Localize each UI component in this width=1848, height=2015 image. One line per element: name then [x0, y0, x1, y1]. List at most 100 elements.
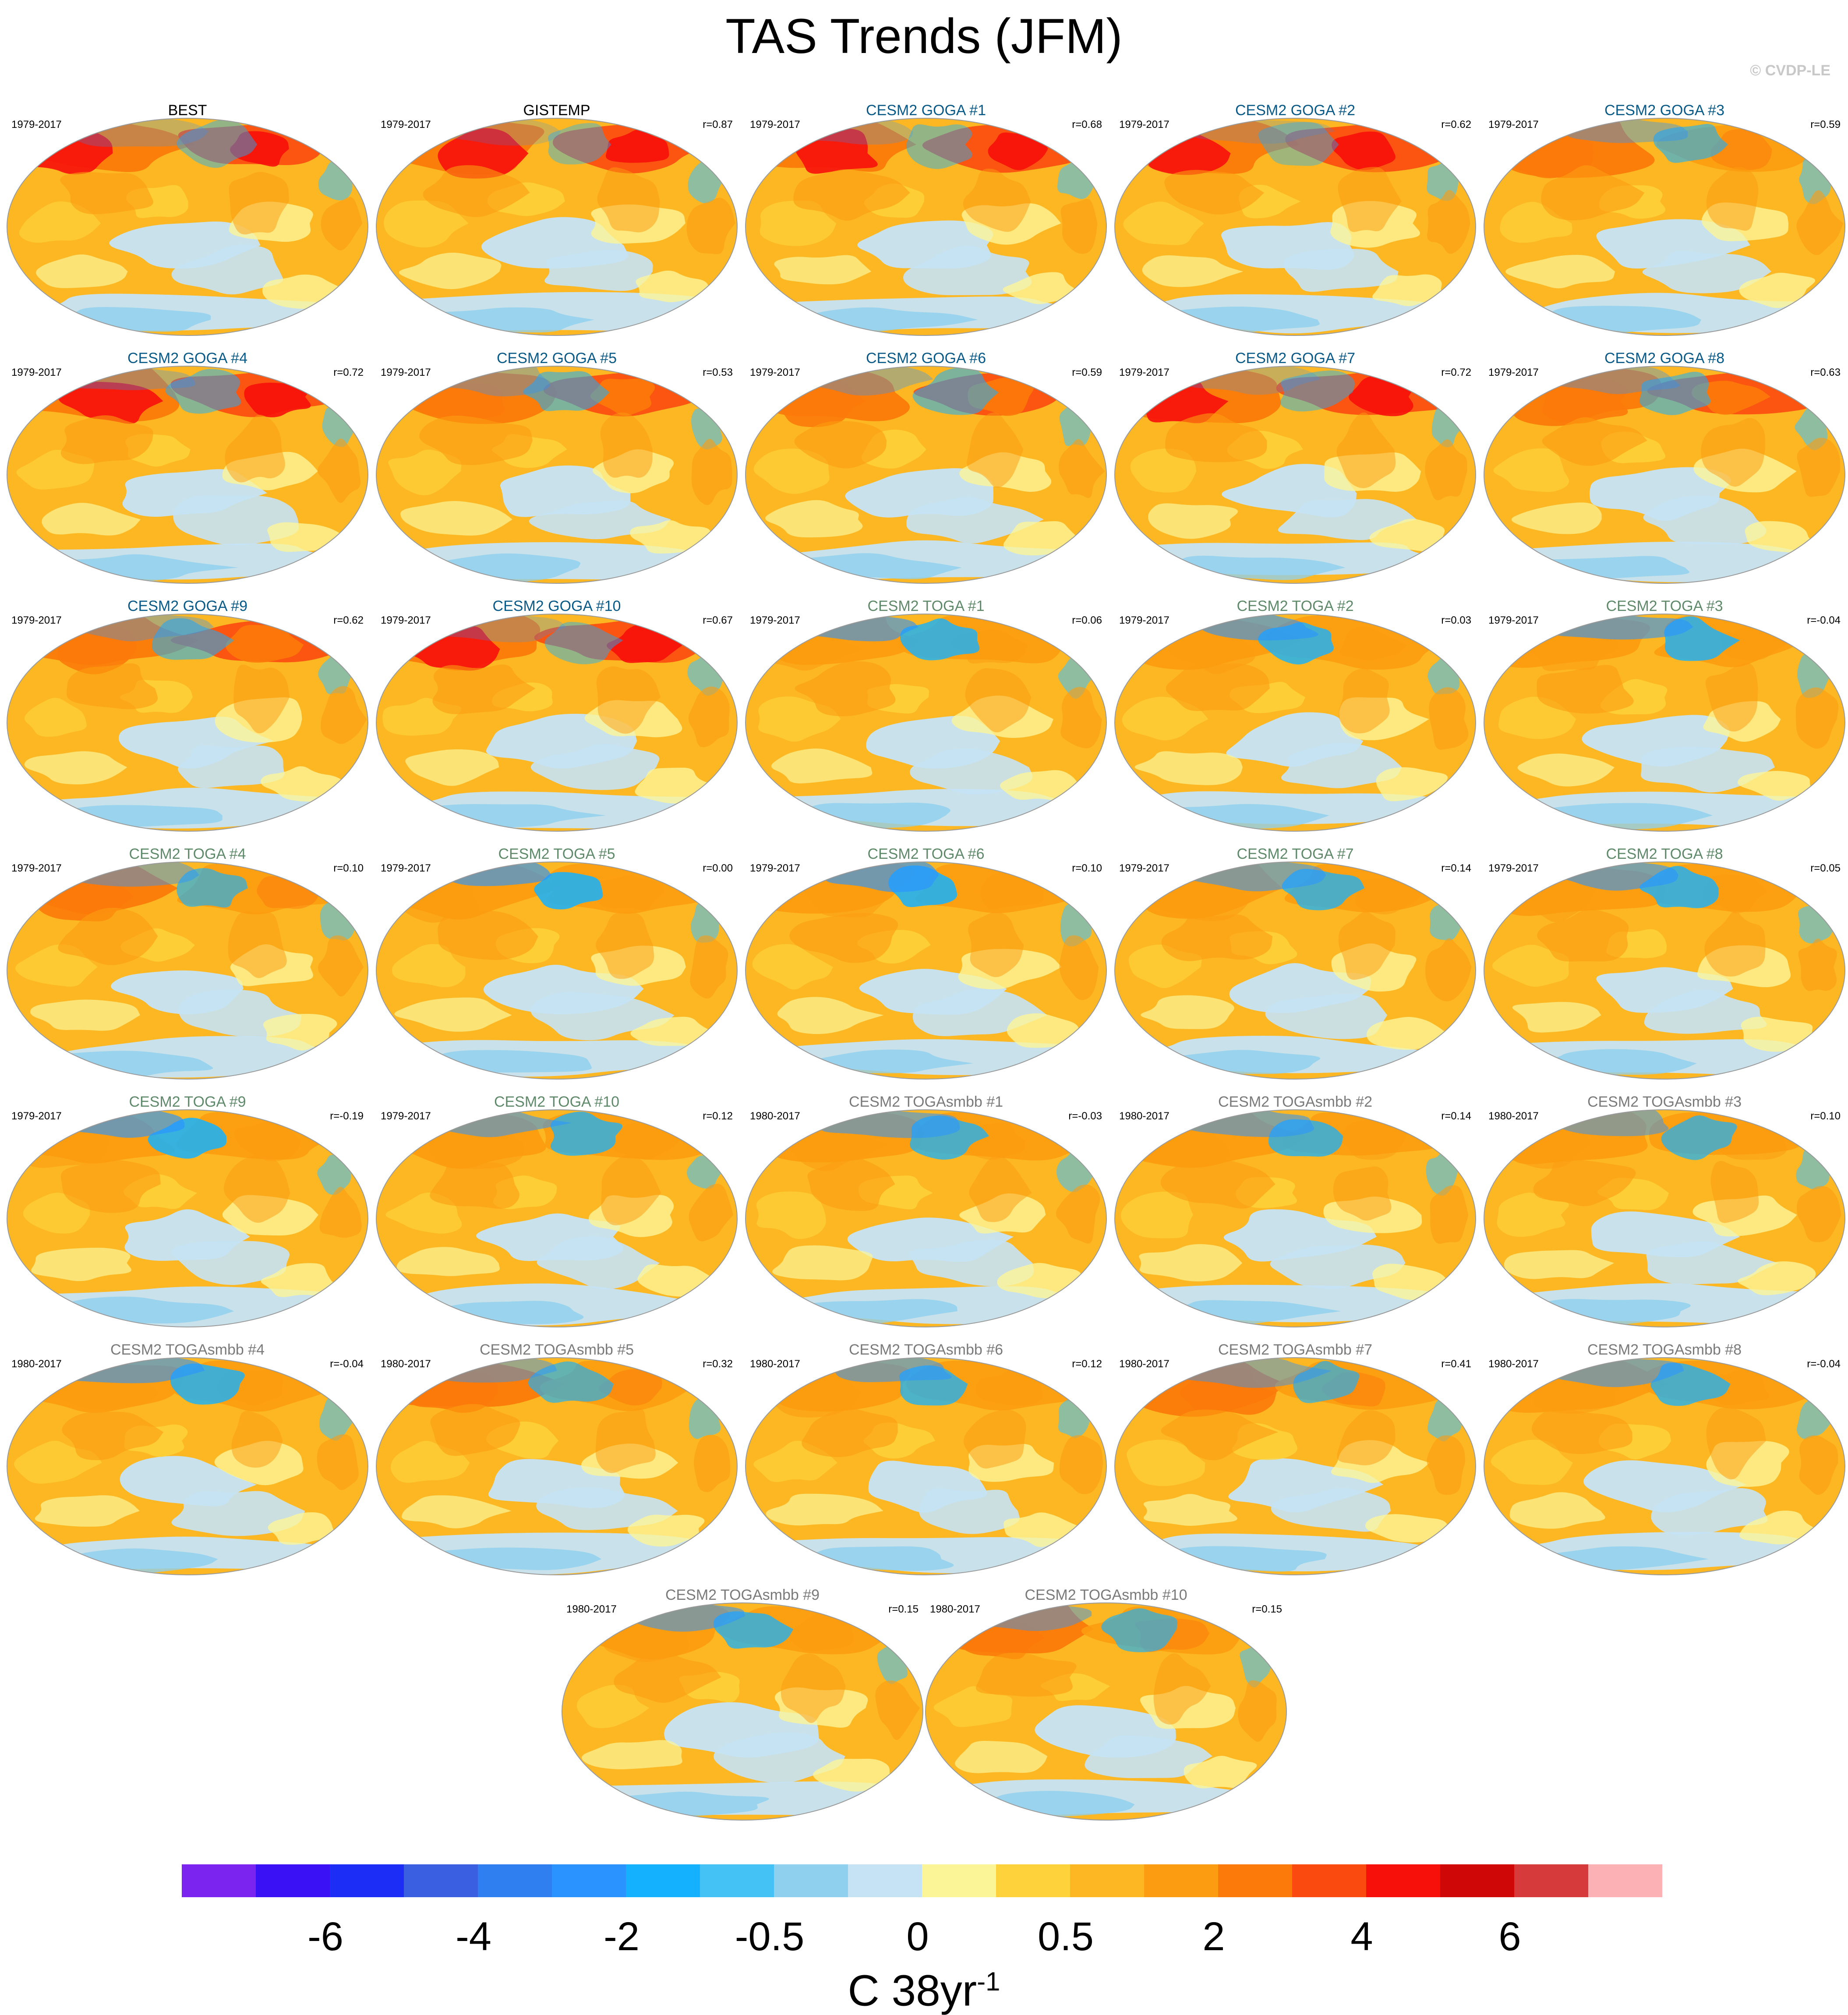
map-panel: CESM2 TOGAsmbb #9 1980-2017 r=0.15 — [558, 1586, 926, 1825]
trend-field-patch — [1517, 753, 1615, 787]
trend-field-patch — [544, 250, 653, 291]
trend-field-patch — [544, 622, 623, 664]
map-panel: CESM2 TOGA #6 1979-2017 r=0.10 — [742, 845, 1110, 1084]
map-panel: CESM2 GOGA #10 1979-2017 r=0.67 — [373, 597, 741, 836]
trend-field-patch — [1121, 1191, 1193, 1239]
trend-field-patch — [1639, 371, 1711, 415]
panel-years: 1979-2017 — [11, 614, 62, 626]
map-outline — [1484, 118, 1845, 336]
trend-field-patch — [177, 120, 258, 168]
trend-field-patch — [318, 935, 364, 997]
panel-correlation: r=0.68 — [1072, 119, 1102, 131]
trend-field-patch — [1338, 166, 1402, 232]
trend-field-patch — [903, 245, 1032, 296]
map-panel: CESM2 TOGAsmbb #10 1980-2017 r=0.15 — [922, 1586, 1290, 1825]
panel-title: CESM2 GOGA #10 — [492, 598, 621, 614]
panel-years: 1979-2017 — [1119, 119, 1170, 131]
trend-field-patch — [405, 749, 499, 786]
map-outline — [376, 1109, 738, 1327]
trend-field-patch — [438, 910, 538, 960]
trend-field-patch — [1143, 1494, 1237, 1526]
panel-years: 1980-2017 — [381, 1358, 431, 1370]
trend-map — [745, 614, 1107, 832]
trend-field-patch — [1653, 124, 1728, 163]
trend-field-patch — [1180, 1367, 1277, 1415]
panel-correlation: r=0.72 — [333, 367, 364, 378]
trend-field-patch — [35, 1495, 140, 1527]
trend-field-patch — [963, 1409, 1026, 1469]
trend-field-patch — [1161, 1409, 1278, 1461]
trend-field-patch — [752, 944, 833, 990]
trend-field-patch — [1493, 448, 1569, 492]
map-outline — [1484, 861, 1845, 1080]
trend-field-patch — [419, 862, 552, 886]
trend-map — [1484, 1109, 1845, 1327]
trend-field-patch — [780, 118, 913, 145]
trend-map — [745, 366, 1107, 584]
trend-field-patch — [919, 1488, 1020, 1534]
panel-correlation: r=-0.04 — [330, 1358, 364, 1370]
panel-correlation: r=0.59 — [1072, 367, 1102, 378]
panel-years: 1979-2017 — [11, 1110, 62, 1122]
panel-years: 1980-2017 — [11, 1358, 62, 1370]
trend-field-patch — [319, 1186, 362, 1238]
trend-field-patch — [523, 371, 610, 411]
trend-map — [1114, 366, 1476, 584]
trend-field-patch — [388, 449, 462, 496]
trend-field-patch — [582, 1740, 682, 1770]
panel-title: CESM2 TOGA #2 — [1237, 598, 1354, 614]
trend-field-patch — [62, 1412, 164, 1461]
trend-field-patch — [1376, 767, 1448, 801]
trend-field-patch — [1058, 439, 1105, 498]
trend-field-patch — [813, 1758, 890, 1792]
trend-field-patch — [534, 872, 603, 910]
trend-field-patch — [1127, 1440, 1205, 1486]
map-field — [1484, 366, 1845, 583]
panel-title: CESM2 TOGA #8 — [1606, 846, 1723, 862]
trend-map — [1114, 118, 1476, 336]
trend-field-patch — [1339, 626, 1407, 660]
trend-field-patch — [423, 165, 530, 217]
trend-field-patch — [1340, 1120, 1407, 1160]
trend-field-patch — [766, 1493, 883, 1526]
trend-field-patch — [1283, 249, 1399, 292]
trend-field-patch — [906, 497, 1044, 543]
trend-map — [7, 1357, 368, 1575]
trend-field-patch — [753, 448, 830, 494]
panel-correlation: r=0.05 — [1810, 862, 1841, 874]
trend-field-patch — [980, 871, 1044, 910]
map-panel: CESM2 TOGA #1 1979-2017 r=0.06 — [742, 597, 1110, 836]
trend-field-patch — [229, 172, 289, 235]
trend-field-patch — [1369, 519, 1445, 551]
trend-field-patch — [321, 686, 367, 744]
map-panel: CESM2 GOGA #3 1979-2017 r=0.59 — [1481, 102, 1848, 340]
trend-field-patch — [900, 618, 980, 660]
map-panel: CESM2 TOGA #5 1979-2017 r=0.00 — [373, 845, 741, 1084]
trend-field-patch — [1692, 381, 1770, 415]
trend-field-patch — [1497, 1193, 1569, 1237]
trend-field-patch — [67, 663, 158, 709]
trend-field-patch — [399, 252, 502, 289]
trend-map — [7, 1109, 368, 1327]
panel-correlation: r=0.14 — [1441, 862, 1471, 874]
trend-map — [925, 1602, 1287, 1821]
map-outline — [745, 118, 1107, 336]
trend-field-patch — [1153, 1653, 1211, 1725]
trend-field-patch — [1085, 1735, 1212, 1779]
map-panel: CESM2 TOGAsmbb #4 1980-2017 r=-0.04 — [4, 1341, 371, 1580]
trend-field-patch — [756, 1191, 826, 1239]
trend-field-patch — [614, 1122, 681, 1160]
trend-field-patch — [1797, 438, 1840, 497]
trend-field-patch — [257, 876, 320, 909]
map-outline — [745, 1109, 1107, 1327]
trend-field-patch — [528, 1361, 614, 1403]
trend-map — [7, 118, 368, 336]
trend-field-patch — [432, 664, 536, 714]
trend-field-patch — [60, 172, 154, 215]
trend-field-patch — [400, 501, 512, 536]
map-outline — [7, 1357, 368, 1575]
map-field — [1484, 118, 1845, 335]
trend-map — [376, 366, 738, 584]
trend-field-patch — [1431, 404, 1463, 448]
trend-field-patch — [24, 698, 87, 737]
